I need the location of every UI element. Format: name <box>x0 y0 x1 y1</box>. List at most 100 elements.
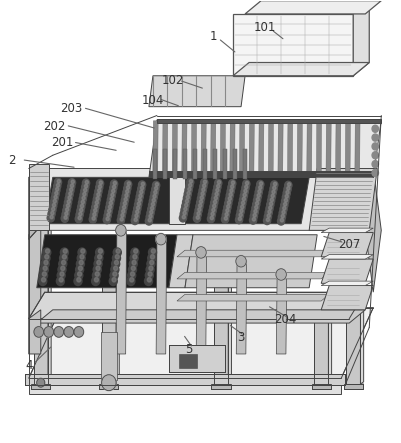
Circle shape <box>253 210 257 213</box>
Circle shape <box>225 195 232 203</box>
Circle shape <box>97 189 101 192</box>
Circle shape <box>119 204 127 212</box>
Circle shape <box>155 183 158 186</box>
Circle shape <box>148 201 155 209</box>
Circle shape <box>226 191 233 199</box>
Circle shape <box>199 183 207 190</box>
Text: 101: 101 <box>253 21 275 34</box>
Polygon shape <box>168 177 184 224</box>
Circle shape <box>79 208 83 212</box>
Circle shape <box>228 179 235 187</box>
Circle shape <box>215 192 218 196</box>
Circle shape <box>371 134 377 141</box>
Circle shape <box>241 188 248 196</box>
Polygon shape <box>320 286 373 310</box>
Polygon shape <box>223 149 226 179</box>
Circle shape <box>211 208 215 212</box>
Circle shape <box>213 183 221 191</box>
Text: 5: 5 <box>185 343 192 356</box>
Circle shape <box>42 254 50 263</box>
Polygon shape <box>320 281 373 286</box>
Polygon shape <box>213 149 216 179</box>
Polygon shape <box>172 121 177 176</box>
Circle shape <box>129 260 137 268</box>
Circle shape <box>121 214 124 217</box>
Circle shape <box>150 189 158 197</box>
Circle shape <box>69 188 73 191</box>
Circle shape <box>81 200 84 204</box>
Circle shape <box>210 199 217 207</box>
Circle shape <box>43 266 47 271</box>
Polygon shape <box>101 384 119 389</box>
Circle shape <box>128 265 136 274</box>
Polygon shape <box>101 332 117 381</box>
Circle shape <box>83 188 87 192</box>
Circle shape <box>263 217 270 225</box>
Polygon shape <box>258 121 263 176</box>
Circle shape <box>105 208 112 216</box>
Circle shape <box>241 201 244 205</box>
Circle shape <box>131 266 135 271</box>
Polygon shape <box>176 177 308 224</box>
Circle shape <box>138 181 145 189</box>
Circle shape <box>44 260 48 265</box>
Polygon shape <box>320 233 373 257</box>
Polygon shape <box>36 168 373 230</box>
Circle shape <box>141 182 144 186</box>
Circle shape <box>148 266 152 271</box>
Circle shape <box>81 187 88 195</box>
Circle shape <box>75 215 82 223</box>
Circle shape <box>146 213 153 221</box>
Circle shape <box>113 181 116 185</box>
Circle shape <box>266 201 273 209</box>
Circle shape <box>95 183 103 191</box>
Circle shape <box>138 198 141 202</box>
Circle shape <box>54 195 57 199</box>
Circle shape <box>268 189 275 197</box>
Circle shape <box>257 190 260 193</box>
Circle shape <box>41 260 49 268</box>
Circle shape <box>231 181 234 184</box>
Circle shape <box>239 209 243 213</box>
Polygon shape <box>196 253 206 354</box>
Circle shape <box>264 209 271 217</box>
Polygon shape <box>320 255 373 259</box>
Polygon shape <box>173 149 176 179</box>
Polygon shape <box>267 121 273 176</box>
Polygon shape <box>148 76 245 107</box>
Circle shape <box>51 211 54 215</box>
Polygon shape <box>28 378 340 394</box>
Circle shape <box>122 210 125 213</box>
Circle shape <box>185 182 192 190</box>
Circle shape <box>114 260 118 265</box>
Circle shape <box>254 192 261 200</box>
Circle shape <box>255 188 261 196</box>
Circle shape <box>99 181 102 184</box>
Circle shape <box>208 211 215 219</box>
Polygon shape <box>233 149 236 179</box>
Circle shape <box>202 184 205 187</box>
Circle shape <box>60 272 64 276</box>
Polygon shape <box>25 374 344 385</box>
Circle shape <box>56 183 59 187</box>
Circle shape <box>78 199 85 207</box>
Circle shape <box>130 278 134 282</box>
Circle shape <box>180 206 188 214</box>
Polygon shape <box>287 121 292 176</box>
Circle shape <box>252 218 255 221</box>
Circle shape <box>139 194 142 198</box>
Circle shape <box>282 189 290 197</box>
Circle shape <box>138 185 144 193</box>
Circle shape <box>54 178 61 186</box>
Circle shape <box>273 182 276 186</box>
Polygon shape <box>152 121 158 176</box>
Circle shape <box>82 179 89 187</box>
Circle shape <box>120 200 128 208</box>
Polygon shape <box>360 307 363 384</box>
Circle shape <box>267 197 274 205</box>
Circle shape <box>188 183 191 187</box>
Polygon shape <box>184 235 316 288</box>
Circle shape <box>95 248 103 257</box>
Circle shape <box>53 186 60 194</box>
Circle shape <box>283 202 286 206</box>
